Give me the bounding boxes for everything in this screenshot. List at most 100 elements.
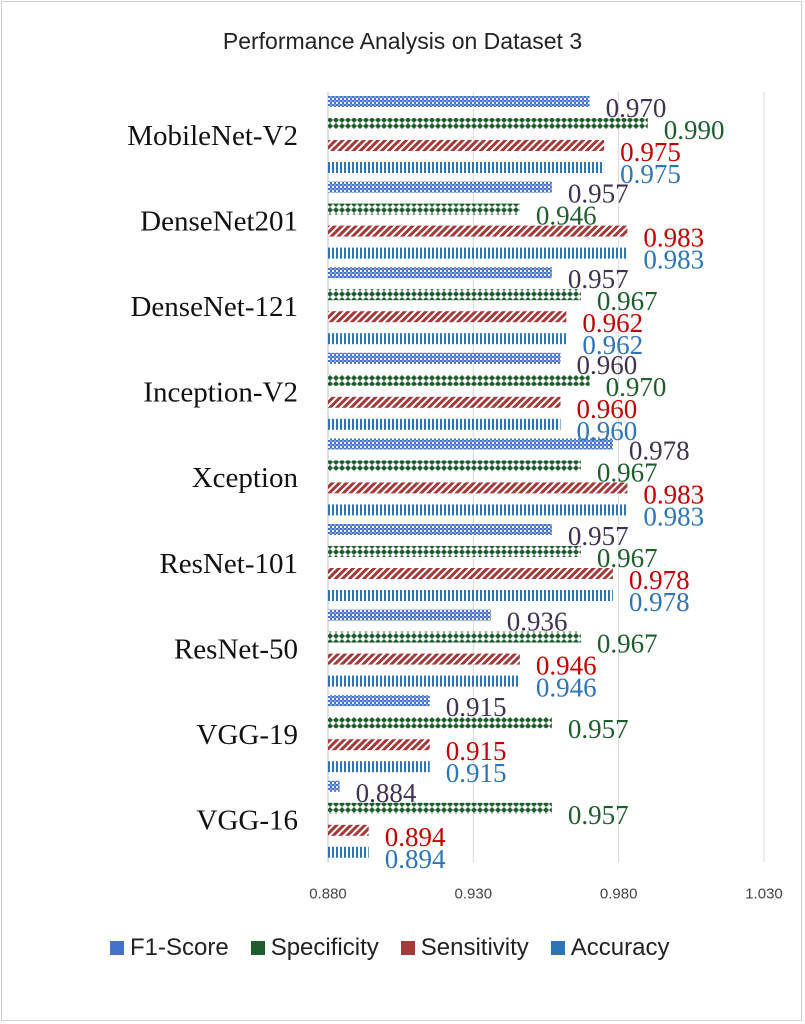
data-label: 0.962 [582,308,643,338]
data-label: 0.957 [568,264,629,294]
data-label: 0.894 [385,844,446,874]
legend-item: Sensitivity [400,934,529,962]
chart-legend: F1-Score Specificity Sensitivity Accuracy [110,934,805,962]
bar-f1-score [328,524,552,535]
bar-sensitivity [328,140,605,151]
x-tick-label: 0.930 [455,885,493,902]
bar-sensitivity [328,225,628,237]
data-label: 0.970 [606,372,667,402]
bar-accuracy [328,590,613,601]
bar-specificity [328,802,552,814]
data-label: 0.978 [629,587,690,617]
bar-accuracy [328,418,561,430]
bar-f1-score [328,267,552,279]
bar-specificity [328,717,552,729]
category-label: Xception [192,462,299,494]
bar-accuracy [328,846,369,858]
bar-specificity [328,203,520,215]
bar-sensitivity [328,311,567,323]
data-label: 0.960 [577,350,638,380]
data-label: 0.970 [606,93,667,123]
bar-specificity [328,374,590,386]
data-label: 0.894 [385,822,446,852]
data-label: 0.983 [643,245,704,275]
legend-label: Specificity [270,934,379,961]
bar-accuracy [328,675,520,687]
legend-label: Accuracy [570,934,670,961]
category-label: ResNet-50 [174,633,298,665]
legend-swatch-fill [400,941,415,955]
x-tick-label: 1.030 [745,885,783,902]
data-label: 0.884 [356,778,417,808]
bar-accuracy [328,504,628,516]
legend-swatch-fill [250,941,265,955]
bar-sensitivity [328,396,561,408]
category-label: VGG-19 [197,719,299,751]
bar-sensitivity [328,739,430,751]
bar-f1-score [328,695,430,707]
data-label: 0.946 [536,651,597,681]
legend-label: Sensitivity [420,934,529,961]
category-label: DenseNet-121 [130,291,298,323]
bar-sensitivity [328,653,520,665]
bar-f1-score [328,181,552,193]
legend-item: Accuracy [550,934,670,962]
bar-f1-score [328,352,561,364]
bar-specificity [328,546,581,557]
data-label: 0.915 [446,692,507,722]
bar-specificity [328,631,581,643]
data-label: 0.967 [597,543,658,573]
bar-f1-score [328,780,340,792]
legend-swatch-fill [110,941,124,955]
category-label: ResNet-101 [159,548,298,580]
legend-item: Specificity [250,934,379,962]
data-label: 0.946 [536,673,597,703]
data-label: 0.978 [629,565,690,595]
data-label: 0.967 [597,286,658,316]
legend-swatch [400,941,415,955]
legend-swatch [550,941,565,955]
bar-accuracy [328,761,430,773]
category-label: VGG-16 [197,805,299,837]
data-label: 0.983 [643,479,704,509]
x-tick-label: 0.980 [600,885,638,902]
legend-label: F1-Score [130,934,229,961]
legend-swatch [110,941,124,955]
data-label: 0.983 [643,501,704,531]
category-label: MobileNet-V2 [127,120,298,152]
data-label: 0.990 [664,115,725,145]
bar-f1-score [328,609,491,621]
category-label: Inception-V2 [143,377,298,409]
data-label: 0.983 [643,223,704,253]
chart-title: Performance Analysis on Dataset 3 [222,28,583,54]
bar-specificity [328,118,648,129]
bar-specificity [328,460,581,472]
data-label: 0.960 [577,416,638,446]
data-label: 0.946 [536,201,597,231]
bar-sensitivity [328,568,613,579]
data-label: 0.960 [577,394,638,424]
bar-specificity [328,289,581,301]
data-label: 0.915 [446,736,507,766]
data-label: 0.915 [446,758,507,788]
legend-swatch [250,941,265,955]
data-label: 0.936 [507,607,568,637]
data-label: 0.967 [597,629,658,659]
bar-sensitivity [328,482,628,494]
data-label: 0.975 [620,137,681,167]
bar-chart: 0.9700.9900.9750.9750.9570.9460.9830.983… [127,92,783,902]
legend-item: F1-Score [110,934,229,962]
bar-f1-score [328,96,590,107]
legend-swatch-fill [550,941,565,955]
data-label: 0.957 [568,800,629,830]
data-label: 0.967 [597,457,658,487]
bar-accuracy [328,162,605,173]
data-label: 0.957 [568,714,629,744]
bar-accuracy [328,247,628,259]
bar-accuracy [328,333,567,345]
data-label: 0.957 [568,521,629,551]
x-tick-label: 0.880 [309,885,347,902]
data-label: 0.962 [582,330,643,360]
data-label: 0.975 [620,159,681,189]
